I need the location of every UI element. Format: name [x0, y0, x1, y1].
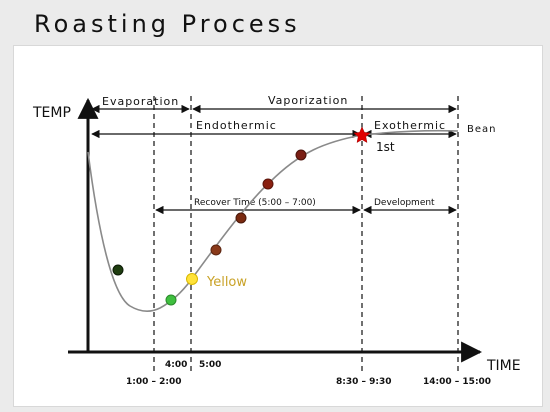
marker-brown-bean-2 — [235, 212, 247, 224]
marker-brown-bean-3 — [262, 178, 274, 190]
marker-brown-bean-1 — [210, 244, 222, 256]
recover-time-label: Recover Time (5:00 – 7:00) — [194, 198, 316, 208]
first-crack-star-icon — [353, 126, 371, 143]
development-label: Development — [374, 198, 435, 208]
vaporization-label: Vaporization — [268, 94, 348, 107]
evaporation-label: Evaporation — [102, 95, 179, 108]
x-axis-label: TIME — [486, 358, 521, 374]
y-axis-label: TEMP — [32, 105, 71, 121]
tick-label-5min: 5:00 — [199, 360, 221, 370]
marker-brown-bean-4 — [295, 149, 307, 161]
endothermic-label: Endothermic — [196, 119, 277, 132]
yellow-label: Yellow — [206, 275, 247, 290]
exothermic-label: Exothermic — [374, 119, 446, 132]
first-crack-label: 1st — [376, 140, 395, 154]
bean-label: Bean — [467, 124, 496, 135]
slide-title: Roasting Process — [34, 10, 301, 38]
tick-label-14-15min: 14:00 – 15:00 — [423, 377, 491, 387]
tick-label-1-2min: 1:00 – 2:00 — [126, 377, 182, 387]
marker-early-bean — [112, 264, 124, 276]
marker-yellow-bean — [186, 273, 198, 285]
tick-label-4min: 4:00 — [165, 360, 187, 370]
marker-green-bean — [165, 294, 177, 306]
tick-label-8-9min: 8:30 – 9:30 — [336, 377, 392, 387]
temperature-curve — [87, 129, 459, 312]
